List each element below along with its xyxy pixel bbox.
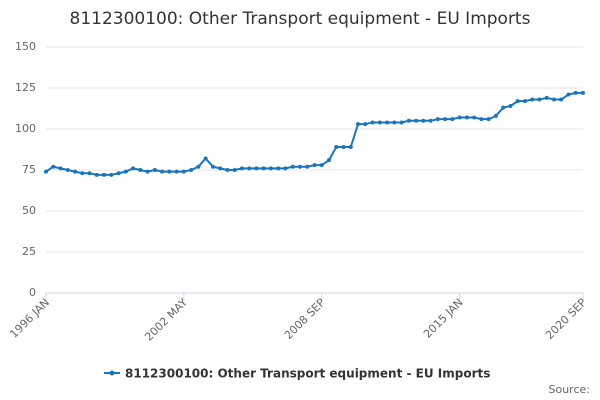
x-tick-label: 1996 JAN (7, 296, 52, 341)
marker (319, 163, 324, 168)
y-tick-label: 0 (29, 286, 36, 299)
marker (138, 168, 143, 172)
marker (479, 117, 484, 122)
marker (181, 169, 186, 174)
marker (254, 166, 259, 171)
chart-title: 8112300100: Other Transport equipment - … (70, 9, 531, 29)
marker (160, 169, 165, 174)
marker (392, 120, 397, 125)
y-tick-label: 100 (15, 122, 36, 135)
marker (65, 168, 70, 172)
x-tick-label: 2008 SEP (282, 296, 328, 342)
marker (305, 164, 310, 169)
marker (210, 164, 215, 169)
marker (566, 92, 571, 97)
marker (573, 90, 578, 95)
marker (218, 166, 223, 171)
marker (247, 166, 252, 171)
marker (51, 164, 56, 169)
marker (116, 171, 121, 176)
y-tick-label: 75 (22, 163, 36, 176)
marker (145, 169, 150, 174)
y-tick-label: 50 (22, 204, 36, 217)
marker (421, 118, 426, 123)
marker (174, 169, 179, 174)
y-tick-label: 125 (15, 81, 36, 94)
x-tick-label: 2020 SEP (543, 296, 589, 342)
marker (341, 145, 346, 150)
marker (152, 168, 157, 172)
marker (385, 120, 390, 125)
marker (232, 168, 237, 172)
marker (44, 169, 48, 174)
legend-label: 8112300100: Other Transport equipment - … (125, 367, 490, 381)
marker (290, 164, 295, 169)
marker (348, 145, 353, 150)
marker (109, 172, 114, 177)
marker (399, 120, 404, 125)
source: Source: (549, 383, 591, 396)
marker (530, 97, 535, 102)
marker (276, 166, 281, 171)
marker (356, 122, 361, 127)
marker (551, 97, 556, 102)
x-tick-label: 2015 JAN (421, 296, 466, 341)
marker (464, 115, 469, 120)
marker (363, 122, 368, 127)
line (45, 91, 583, 176)
marker (239, 166, 244, 171)
marker (486, 117, 491, 122)
marker (515, 99, 520, 104)
marker (334, 145, 339, 150)
marker (283, 166, 288, 171)
marker (472, 115, 477, 120)
marker (501, 105, 506, 110)
marker (370, 120, 375, 125)
marker (131, 166, 136, 171)
marker (312, 163, 317, 168)
marker (80, 171, 85, 176)
marker (450, 117, 455, 122)
marker (297, 164, 302, 169)
marker (377, 120, 382, 125)
marker (327, 158, 332, 163)
y-tick-label: 25 (22, 245, 36, 258)
y-tick-label: 150 (15, 40, 36, 53)
marker (87, 171, 92, 176)
legend-marker (109, 370, 115, 376)
marker (102, 172, 107, 177)
marker (261, 166, 266, 171)
marker (537, 97, 542, 102)
marker (508, 104, 513, 109)
marker (123, 169, 128, 174)
marker (58, 166, 63, 171)
marker (435, 117, 440, 122)
marker (522, 99, 527, 104)
marker (189, 168, 194, 172)
marker (73, 169, 78, 174)
marker (544, 95, 549, 100)
marker (559, 97, 564, 102)
marker (581, 90, 585, 95)
marker (94, 172, 99, 177)
marker (167, 169, 172, 174)
marker (414, 118, 419, 123)
marker (196, 164, 201, 169)
marker (493, 113, 498, 118)
marker (443, 117, 448, 122)
marker (268, 166, 273, 171)
marker (225, 168, 230, 172)
marker (457, 115, 462, 120)
marker (203, 156, 208, 161)
marker (428, 118, 433, 123)
marker (406, 118, 411, 123)
x-tick-label: 2002 MAY (142, 296, 190, 344)
